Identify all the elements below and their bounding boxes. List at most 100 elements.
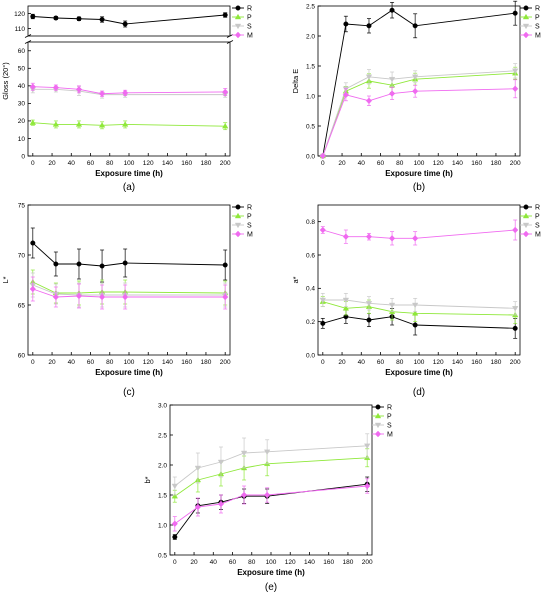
legend-label: M xyxy=(247,232,253,239)
data-point xyxy=(222,293,229,301)
data-point xyxy=(412,310,419,316)
data-point xyxy=(512,68,519,74)
data-point xyxy=(122,293,129,301)
data-point xyxy=(30,240,36,246)
data-point xyxy=(53,261,59,267)
y-tick-label: 0.0 xyxy=(306,352,315,359)
data-point xyxy=(98,90,106,98)
x-tick-label: 40 xyxy=(68,359,76,366)
y-tick-label: 60 xyxy=(18,352,26,359)
y-tick-label: 1.0 xyxy=(306,93,315,100)
series-line xyxy=(322,299,516,309)
legend-label: M xyxy=(535,33,541,40)
series-P xyxy=(319,66,519,159)
x-tick-label: 80 xyxy=(396,160,404,167)
y-tick-label: 30 xyxy=(18,101,26,108)
panel-label: (a) xyxy=(123,182,135,193)
series-R xyxy=(320,0,518,159)
legend-label: R xyxy=(535,6,540,13)
y-axis-title: L* xyxy=(1,276,10,283)
series-line xyxy=(32,284,226,296)
data-point xyxy=(342,297,350,304)
data-point xyxy=(412,235,419,242)
x-tick-label: 0 xyxy=(173,559,177,566)
x-tick-label: 0 xyxy=(31,359,35,366)
data-point xyxy=(29,119,36,125)
legend-label: S xyxy=(387,423,392,430)
data-point xyxy=(512,306,519,312)
y-tick-label: 1.5 xyxy=(306,63,315,70)
y-tick-label: 75 xyxy=(18,202,26,209)
data-point xyxy=(412,322,418,328)
data-point xyxy=(412,23,418,29)
x-tick-label: 140 xyxy=(452,160,463,167)
data-point xyxy=(75,292,83,300)
data-point xyxy=(342,233,349,240)
x-tick-label: 0 xyxy=(321,160,325,167)
legend-marker xyxy=(234,31,242,39)
legend-marker xyxy=(234,212,242,219)
x-tick-label: 160 xyxy=(323,559,334,566)
y-axis-title: b* xyxy=(143,476,152,483)
data-point xyxy=(76,261,82,267)
panel-label: (c) xyxy=(123,387,135,398)
y-tick-label: 65 xyxy=(18,302,26,309)
x-tick-label: 140 xyxy=(162,359,173,366)
series-S xyxy=(29,272,229,308)
y-tick-label: 0.4 xyxy=(306,286,315,293)
data-point xyxy=(222,262,228,268)
legend-label: P xyxy=(535,15,540,22)
legend-marker xyxy=(522,230,530,238)
series-line xyxy=(322,70,516,157)
legend-label: P xyxy=(247,214,252,221)
series-S xyxy=(319,292,519,316)
data-point xyxy=(98,293,106,301)
legend-label: R xyxy=(247,6,252,13)
legend-label: S xyxy=(535,24,540,31)
legend-label: P xyxy=(535,214,540,221)
y-tick-label: 1.5 xyxy=(158,492,167,499)
data-point xyxy=(194,465,202,472)
x-tick-label: 180 xyxy=(201,160,212,167)
data-point xyxy=(30,13,36,19)
axes-frame xyxy=(317,204,521,356)
x-tick-label: 200 xyxy=(220,359,231,366)
x-tick-label: 180 xyxy=(491,160,502,167)
series-line xyxy=(32,288,226,298)
x-tick-label: 0 xyxy=(31,160,35,167)
series-R xyxy=(320,307,518,339)
series-M xyxy=(171,478,371,532)
data-point xyxy=(412,302,419,309)
x-axis-title: Exposure time (h) xyxy=(385,169,453,178)
x-tick-label: 100 xyxy=(414,359,425,366)
data-point xyxy=(319,226,326,234)
x-tick-label: 100 xyxy=(124,359,135,366)
x-tick-label: 160 xyxy=(181,359,192,366)
data-point xyxy=(365,74,373,80)
y-tick-label: 0.5 xyxy=(158,552,167,559)
y-axis-title: Gloss (20°) xyxy=(1,62,10,100)
y-tick-label: 2.0 xyxy=(158,462,167,469)
data-point xyxy=(53,15,59,21)
x-tick-label: 80 xyxy=(396,359,404,366)
data-point xyxy=(75,86,83,93)
axes-frame xyxy=(317,5,521,157)
axis-break-mark xyxy=(24,34,32,38)
legend-marker xyxy=(234,230,242,238)
data-point xyxy=(122,121,129,127)
x-tick-label: 120 xyxy=(143,359,154,366)
data-point xyxy=(222,88,229,96)
legend-marker xyxy=(522,13,530,20)
x-tick-label: 160 xyxy=(471,359,482,366)
series-line xyxy=(322,301,516,316)
data-point xyxy=(389,7,395,13)
series-line xyxy=(32,88,226,96)
y-tick-label: 2.0 xyxy=(306,33,315,40)
x-tick-label: 200 xyxy=(510,359,521,366)
y-axis-title: Delta E xyxy=(291,69,300,94)
y-tick-label: 110 xyxy=(15,26,26,33)
x-tick-label: 120 xyxy=(433,160,444,167)
x-tick-label: 80 xyxy=(106,359,114,366)
